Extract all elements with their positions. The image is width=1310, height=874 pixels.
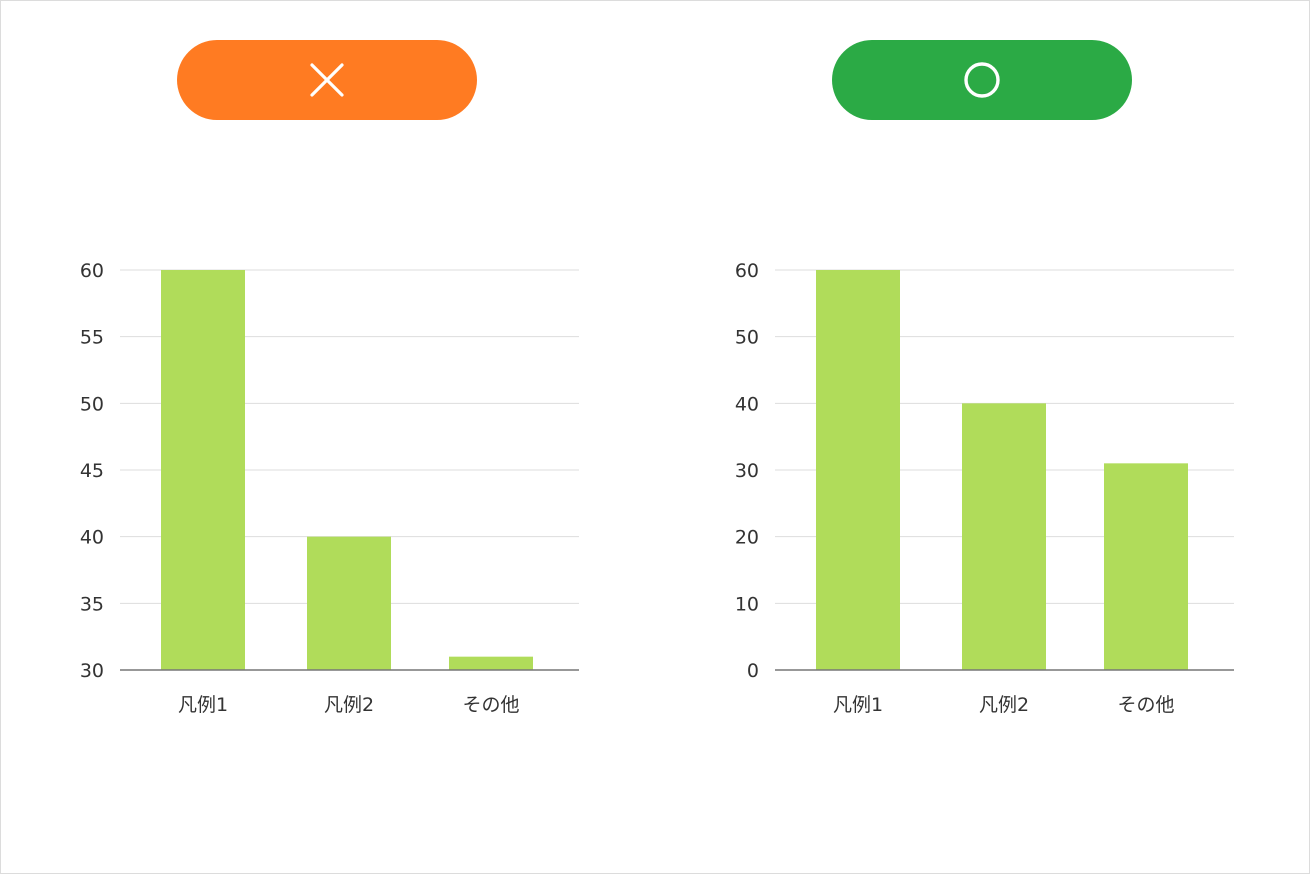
x-category-label: 凡例1 — [178, 694, 228, 716]
y-tick-label: 60 — [735, 260, 759, 282]
x-category-label: その他 — [462, 694, 519, 716]
good-example-badge — [832, 40, 1132, 120]
cross-icon — [310, 63, 344, 97]
y-tick-label: 10 — [735, 593, 759, 615]
bar — [962, 403, 1046, 670]
bar — [161, 270, 245, 670]
x-category-label: その他 — [1117, 694, 1174, 716]
bad-example-chart: 30 35 40 45 50 55 60 凡例1 凡例2 その他 — [21, 246, 581, 736]
x-category-label: 凡例1 — [833, 694, 883, 716]
y-tick-label: 30 — [80, 660, 104, 682]
y-tick-label: 45 — [80, 460, 104, 482]
y-tick-label: 35 — [80, 593, 104, 615]
y-tick-label: 30 — [735, 460, 759, 482]
bar — [449, 656, 533, 670]
y-tick-label: 50 — [735, 327, 759, 349]
truncated-axis-bar-chart: 30 35 40 45 50 55 60 凡例1 凡例2 その他 — [80, 260, 579, 716]
circle-icon — [964, 62, 1000, 98]
y-tick-label: 50 — [80, 393, 104, 415]
bar — [1104, 463, 1188, 670]
bar — [816, 270, 900, 670]
x-category-label: 凡例2 — [324, 694, 374, 716]
y-tick-label: 20 — [735, 527, 759, 549]
y-tick-label: 40 — [735, 393, 759, 415]
zero-based-bar-chart: 0 10 20 30 40 50 60 凡例1 凡例2 その他 — [735, 260, 1234, 716]
x-category-label: 凡例2 — [979, 694, 1029, 716]
bar — [307, 536, 391, 670]
good-example-chart: 0 10 20 30 40 50 60 凡例1 凡例2 その他 — [676, 246, 1236, 736]
y-tick-label: 0 — [747, 660, 759, 682]
y-tick-label: 55 — [80, 327, 104, 349]
bad-example-badge — [177, 40, 477, 120]
y-tick-label: 60 — [80, 260, 104, 282]
y-tick-label: 40 — [80, 527, 104, 549]
